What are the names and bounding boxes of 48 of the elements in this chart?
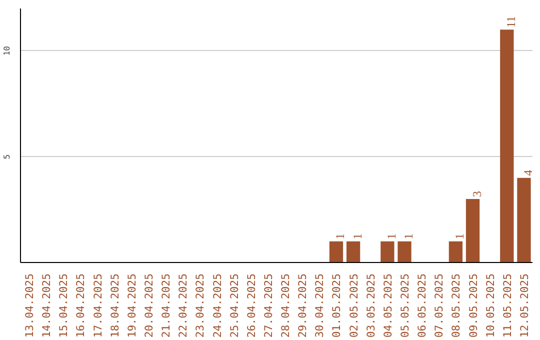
x-tick-label: 16.04.2025 bbox=[74, 274, 88, 338]
bar bbox=[466, 199, 480, 262]
bar bbox=[448, 241, 463, 262]
y-tick-label: 5 bbox=[2, 154, 12, 160]
x-tick-label: 02.05.2025 bbox=[347, 274, 360, 338]
bar bbox=[517, 178, 531, 262]
x-tick-label: 23.04.2025 bbox=[194, 274, 207, 338]
x-tick-label: 27.04.2025 bbox=[262, 274, 275, 338]
data-label: 1 bbox=[384, 233, 398, 240]
bar bbox=[329, 241, 344, 262]
x-tick-label: 10.05.2025 bbox=[484, 274, 497, 338]
x-tick-label: 11.05.2025 bbox=[500, 274, 514, 338]
x-tick-label: 21.04.2025 bbox=[160, 274, 173, 338]
data-label: 3 bbox=[470, 191, 484, 197]
x-tick-label: 04.05.2025 bbox=[381, 274, 394, 338]
x-tick-label: 03.05.2025 bbox=[364, 274, 378, 338]
x-tick-label: 14.04.2025 bbox=[40, 274, 54, 338]
bar bbox=[500, 30, 514, 262]
bar bbox=[398, 241, 412, 262]
x-tick-label: 09.05.2025 bbox=[466, 274, 480, 338]
bar bbox=[380, 241, 394, 262]
x-tick-label: 01.05.2025 bbox=[330, 274, 344, 338]
x-tick-label: 15.04.2025 bbox=[57, 274, 70, 338]
x-tick-label: 12.05.2025 bbox=[518, 274, 531, 338]
x-tick-label: 28.04.2025 bbox=[279, 274, 292, 338]
data-label: 1 bbox=[452, 233, 467, 240]
x-tick-label: 20.04.2025 bbox=[142, 274, 156, 338]
x-tick-label: 06.05.2025 bbox=[416, 274, 429, 338]
x-tick-label: 07.05.2025 bbox=[432, 274, 446, 338]
data-label: 1 bbox=[350, 233, 364, 240]
x-tick-label: 24.04.2025 bbox=[210, 274, 224, 338]
x-tick-label: 05.05.2025 bbox=[398, 274, 412, 338]
x-tick-label: 17.04.2025 bbox=[91, 274, 104, 338]
x-tick-label: 26.04.2025 bbox=[244, 274, 258, 338]
x-tick-label: 30.04.2025 bbox=[313, 274, 326, 338]
x-tick-label: 13.04.2025 bbox=[23, 274, 36, 338]
bar bbox=[346, 241, 360, 262]
x-tick-label: 08.05.2025 bbox=[450, 274, 463, 338]
x-tick-label: 18.04.2025 bbox=[108, 274, 122, 338]
data-label: 1 bbox=[333, 233, 348, 240]
y-tick-label: 10 bbox=[2, 46, 12, 56]
x-tick-label: 22.04.2025 bbox=[176, 274, 190, 338]
data-label: 11 bbox=[504, 16, 518, 28]
x-tick-label: 25.04.2025 bbox=[228, 274, 241, 338]
x-tick-label: 19.04.2025 bbox=[125, 274, 138, 338]
x-tick-label: 29.04.2025 bbox=[296, 274, 310, 338]
data-label: 1 bbox=[402, 233, 416, 240]
data-label: 4 bbox=[520, 170, 535, 176]
